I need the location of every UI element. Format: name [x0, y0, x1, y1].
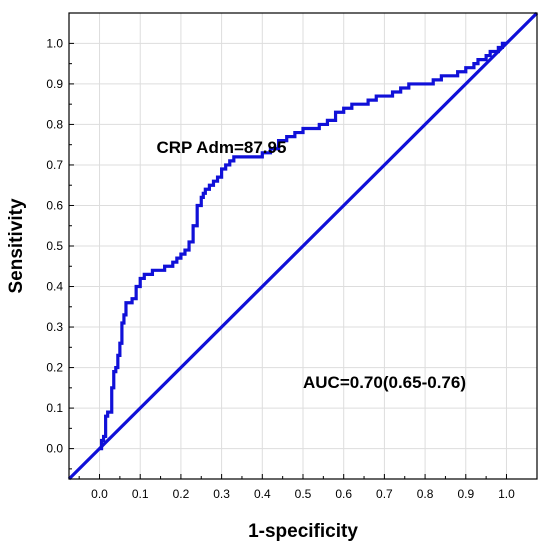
- x-tick-label: 0.6: [335, 487, 352, 501]
- y-tick-label: 0.0: [46, 442, 63, 456]
- x-tick-label: 0.2: [173, 487, 190, 501]
- y-tick-label: 0.3: [46, 320, 63, 334]
- x-tick-labels: 0.0 0.1 0.2 0.3 0.4 0.5 0.6 0.7 0.8 0.9 1.0: [91, 487, 515, 501]
- x-tick-label: 0.4: [254, 487, 271, 501]
- x-tick-label: 0.1: [132, 487, 149, 501]
- y-tick-label: 0.8: [46, 117, 63, 131]
- x-tick-label: 0.0: [91, 487, 108, 501]
- x-tick-label: 0.8: [417, 487, 434, 501]
- y-tick-label: 0.6: [46, 198, 63, 212]
- x-tick-label: 1.0: [498, 487, 515, 501]
- y-axis-title: Sensitivity: [6, 198, 27, 293]
- y-tick-label: 0.5: [46, 239, 63, 253]
- y-tick-labels: 0.0 0.1 0.2 0.3 0.4 0.5 0.6 0.7 0.8 0.9 1.0: [46, 36, 63, 455]
- y-tick-label: 0.7: [46, 158, 63, 172]
- y-tick-label: 0.9: [46, 77, 63, 91]
- x-axis-title: 1-specificity: [248, 521, 358, 542]
- annotation-label: CRP Adm=87.95: [156, 138, 286, 157]
- y-tick-label: 0.1: [46, 401, 63, 415]
- roc-curve: [99, 41, 507, 451]
- y-tick-label: 0.2: [46, 361, 63, 375]
- y-tick-label: 1.0: [46, 36, 63, 50]
- annotation-label: AUC=0.70(0.65-0.76): [303, 373, 466, 392]
- series-layer: [67, 11, 539, 481]
- x-tick-label: 0.7: [376, 487, 393, 501]
- reference-diagonal: [67, 11, 539, 481]
- x-tick-label: 0.5: [295, 487, 312, 501]
- y-tick-label: 0.4: [46, 280, 63, 294]
- tick-marks: [69, 42, 507, 479]
- x-tick-label: 0.9: [457, 487, 474, 501]
- annotations: CRP Adm=87.95 AUC=0.70(0.65-0.76): [156, 138, 466, 392]
- grid-lines: [69, 13, 537, 479]
- x-tick-label: 0.3: [213, 487, 230, 501]
